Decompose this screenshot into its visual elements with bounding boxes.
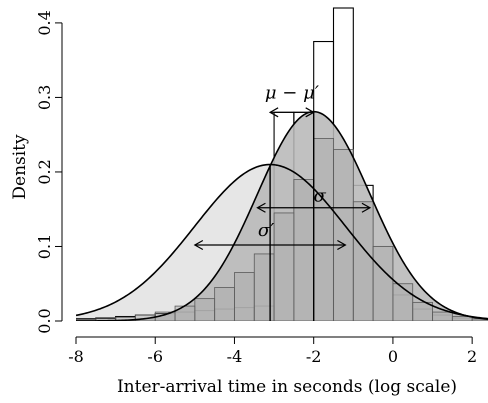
plot-content	[76, 7, 488, 321]
y-tick-label: 0.4	[35, 10, 54, 35]
axes: -8 -6 -4 -2 0 2 0.0 0.1 0.2 0.3 0.4	[35, 10, 477, 366]
annotations: μ − μ′ σ σ′	[193, 82, 372, 251]
hist-gray-bar	[273, 212, 295, 321]
annotation-2-head-left	[256, 202, 266, 213]
y-tick-label: 0.3	[35, 85, 54, 110]
annotation-1-head-right	[305, 107, 315, 118]
density-curve-1	[76, 163, 488, 320]
hist-gray-bar	[174, 305, 196, 321]
annotation-2-label: σ	[314, 186, 327, 207]
hist-gray-bar	[234, 272, 255, 321]
plot-area	[76, 7, 488, 321]
hist-gray-bar	[432, 311, 453, 321]
annotation-2-head-right	[361, 202, 372, 213]
hist-gray-bar	[293, 179, 315, 321]
x-tick-label: -8	[68, 347, 84, 366]
annotation-3-label: σ′	[258, 220, 274, 241]
hist-gray-bar	[333, 149, 354, 321]
hist-gray-bar	[372, 246, 394, 321]
density-fill-2	[76, 111, 488, 321]
hist-gray-bar	[352, 201, 374, 321]
annotation-3-head-right	[337, 239, 347, 251]
annotation-1-label: μ − μ′	[265, 82, 319, 103]
x-tick-label: 0	[388, 347, 398, 366]
y-axis-title: Density	[10, 134, 30, 200]
y-tick-label: 0.1	[35, 234, 54, 259]
annotation-1-head-left	[268, 107, 279, 118]
hist-gray-bar	[392, 283, 414, 321]
annotation-3-head-left	[193, 239, 204, 251]
x-tick-label: 2	[467, 347, 477, 366]
hist-gray-bar	[253, 253, 275, 321]
y-tick-label: 0.0	[35, 308, 54, 333]
x-tick-label: -2	[306, 347, 322, 366]
x-axis-title: Inter-arrival time in seconds (log scale…	[117, 377, 457, 397]
hist-gray-bar	[313, 138, 334, 321]
x-tick-label: -6	[147, 347, 163, 366]
hist-gray-bar	[214, 287, 235, 321]
hist-gray-bar	[194, 298, 216, 321]
y-tick-label: 0.2	[35, 159, 54, 184]
density-curve-2	[76, 110, 488, 321]
x-tick-label: -4	[227, 347, 243, 366]
